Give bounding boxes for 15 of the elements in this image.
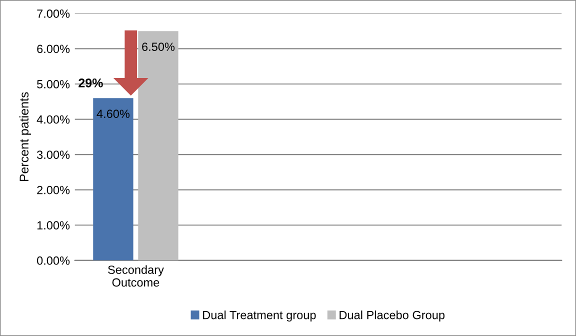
legend-label: Dual Placebo Group xyxy=(340,310,445,322)
y-tick-label: 1.00% xyxy=(37,221,70,230)
legend-label: Dual Treatment group xyxy=(203,310,316,322)
y-tick-label: 6.00% xyxy=(37,44,70,54)
y-tick-label: 7.00% xyxy=(37,9,70,18)
annotation: 29% xyxy=(78,78,103,88)
y-tick-label: 4.00% xyxy=(36,115,70,124)
data-label: 4.60% xyxy=(96,110,130,118)
y-tick-label: 5.00% xyxy=(37,80,70,88)
y-tick-label: 3.00% xyxy=(36,150,70,159)
x-tick-label: Secondary Outcome xyxy=(108,265,164,287)
y-tick-label: 0.00% xyxy=(37,256,70,265)
y-tick-label: 2.00% xyxy=(37,186,70,194)
y-axis-title: Percent patients xyxy=(19,92,31,182)
data-label: 6.50% xyxy=(142,42,175,51)
